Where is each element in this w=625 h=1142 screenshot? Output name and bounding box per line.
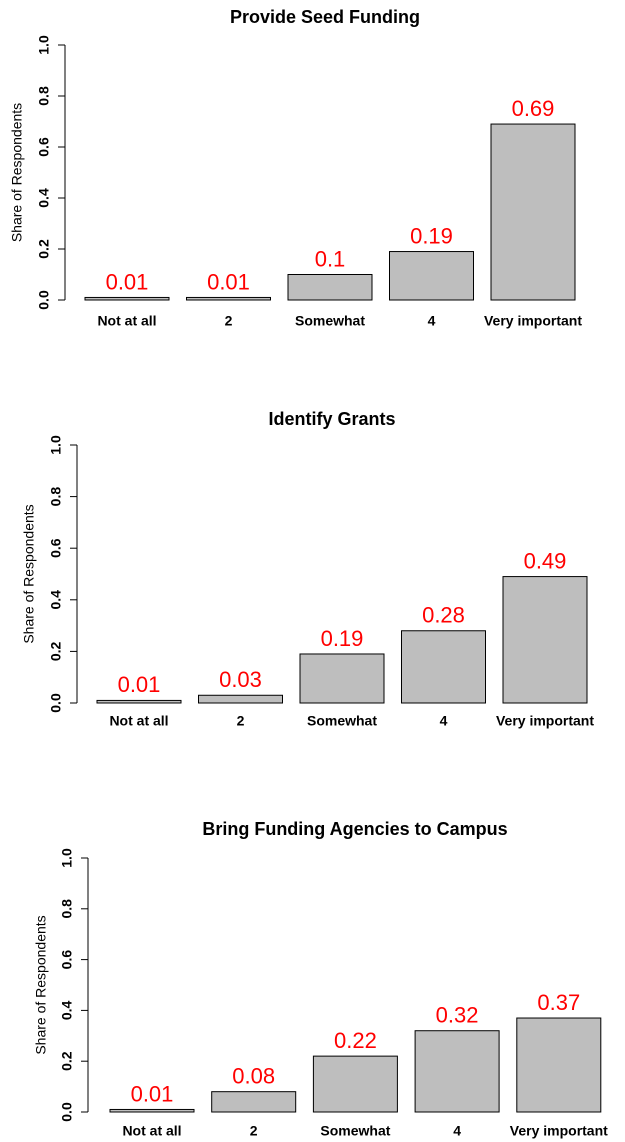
y-tick-label: 0.8 <box>36 86 52 106</box>
x-tick-label: Very important <box>484 313 582 329</box>
bar <box>502 576 588 704</box>
x-tick-label: 4 <box>453 1123 461 1139</box>
bar <box>198 694 283 704</box>
chart-title: Identify Grants <box>268 409 395 429</box>
y-tick-label: 0.0 <box>48 693 64 713</box>
y-tick-label: 1.0 <box>36 35 52 55</box>
y-tick-label: 0.0 <box>36 290 52 310</box>
x-tick-label: Somewhat <box>307 713 377 729</box>
y-tick-label: 0.6 <box>48 538 64 558</box>
x-tick-label: Somewhat <box>295 313 365 329</box>
x-tick-label: 2 <box>250 1123 258 1139</box>
value-label: 0.08 <box>232 1063 275 1088</box>
value-label: 0.19 <box>410 223 453 248</box>
bar <box>96 699 182 704</box>
y-axis-label: Share of Respondents <box>33 915 49 1054</box>
y-tick-label: 0.8 <box>48 487 64 507</box>
x-tick-label: 4 <box>428 313 436 329</box>
value-label: 0.01 <box>131 1081 174 1106</box>
x-tick-label: Not at all <box>109 713 168 729</box>
y-tick-label: 0.2 <box>36 239 52 259</box>
bar-chart: Provide Seed Funding Share of Respondents… <box>9 7 583 329</box>
value-label: 0.1 <box>315 246 346 271</box>
chart-title: Provide Seed Funding <box>230 7 420 27</box>
x-tick-label: 4 <box>440 713 448 729</box>
x-tick-label: Not at all <box>97 313 156 329</box>
bar-chart: Bring Funding Agencies to Campus Share of… <box>33 819 608 1139</box>
bar <box>389 251 474 301</box>
bar <box>516 1017 602 1113</box>
value-label: 0.01 <box>207 269 250 294</box>
bar <box>490 123 576 301</box>
y-axis-label: Share of Respondents <box>9 103 25 242</box>
bar <box>414 1030 500 1113</box>
bar <box>312 1055 398 1113</box>
y-tick-label: 0.4 <box>59 1000 75 1020</box>
bar-chart: Identify Grants Share of Respondents 0.0 0.… <box>21 409 595 729</box>
y-tick-label: 0.2 <box>48 641 64 661</box>
value-label: 0.32 <box>436 1003 479 1028</box>
value-label: 0.37 <box>537 990 580 1015</box>
y-tick-label: 0.8 <box>59 899 75 919</box>
bar <box>186 296 271 301</box>
bar <box>287 274 373 301</box>
x-tick-label: Somewhat <box>320 1123 390 1139</box>
bar <box>84 296 170 301</box>
x-tick-label: Very important <box>510 1123 608 1139</box>
value-label: 0.28 <box>422 603 465 628</box>
value-label: 0.49 <box>524 548 567 573</box>
value-label: 0.22 <box>334 1028 377 1053</box>
value-label: 0.69 <box>512 96 555 121</box>
value-label: 0.19 <box>321 626 364 651</box>
bar <box>401 630 486 704</box>
x-tick-label: Not at all <box>122 1123 181 1139</box>
bar <box>299 653 385 704</box>
y-tick-label: 0.4 <box>36 188 52 208</box>
x-tick-label: 2 <box>225 313 233 329</box>
bar <box>211 1091 297 1113</box>
bar <box>109 1108 195 1113</box>
y-tick-label: 1.0 <box>59 848 75 868</box>
y-tick-label: 0.0 <box>59 1102 75 1122</box>
y-tick-label: 1.0 <box>48 435 64 455</box>
y-axis-label: Share of Respondents <box>21 504 37 643</box>
chart-title: Bring Funding Agencies to Campus <box>202 819 507 839</box>
y-tick-label: 0.4 <box>48 590 64 610</box>
y-tick-label: 0.6 <box>59 950 75 970</box>
x-tick-label: Very important <box>496 713 594 729</box>
value-label: 0.01 <box>106 269 149 294</box>
y-tick-label: 0.6 <box>36 137 52 157</box>
value-label: 0.03 <box>219 667 262 692</box>
value-label: 0.01 <box>118 672 161 697</box>
y-tick-label: 0.2 <box>59 1051 75 1071</box>
x-tick-label: 2 <box>237 713 245 729</box>
